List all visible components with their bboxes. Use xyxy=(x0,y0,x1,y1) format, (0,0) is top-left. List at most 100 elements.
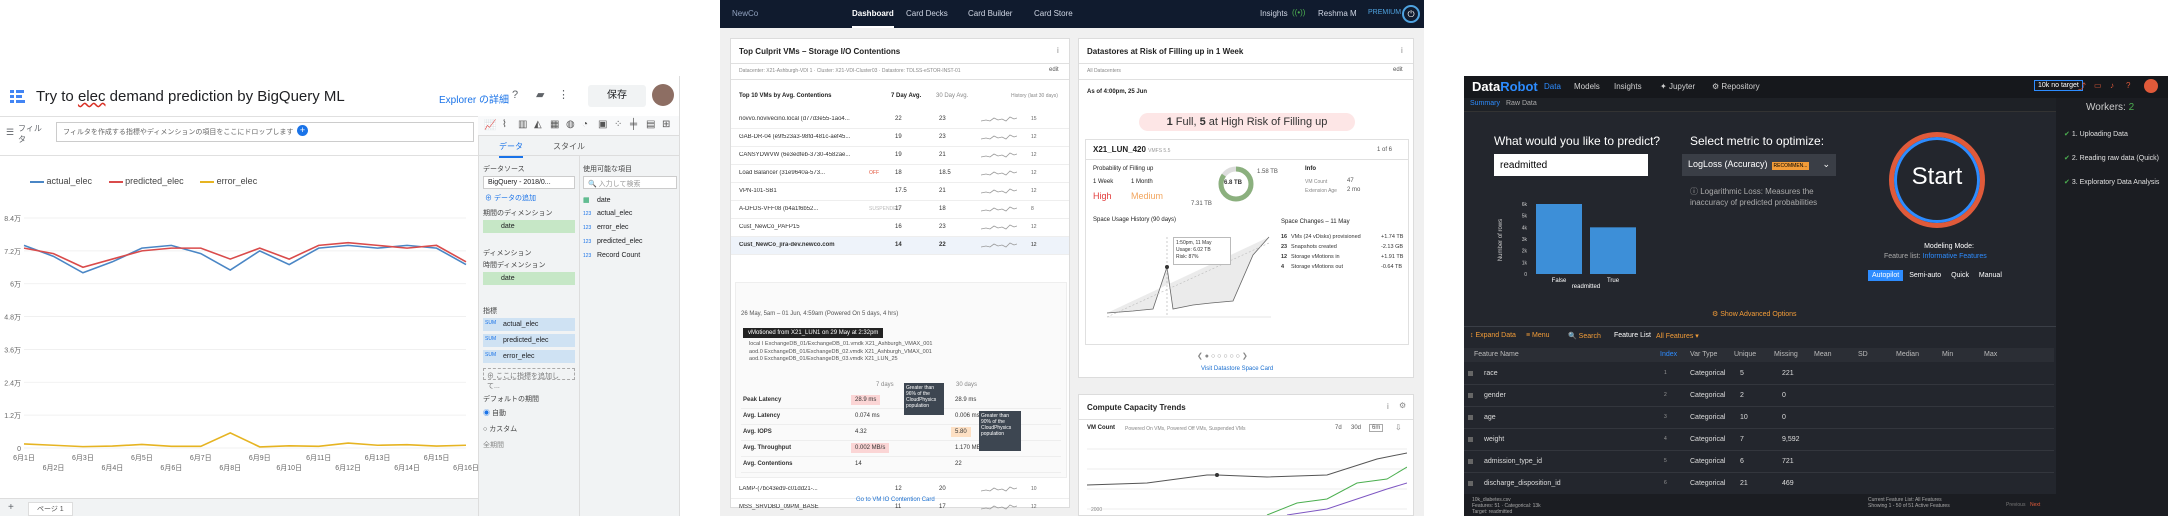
feature-name[interactable]: admission_type_id xyxy=(1484,458,1542,465)
radio-custom[interactable]: ○ カスタム xyxy=(483,426,518,433)
table-row[interactable]: LAMP-(7bc43ed9-c01dd21-... 12 20 10 xyxy=(731,481,1069,499)
advanced-options-link[interactable]: ⚙ Show Advanced Options xyxy=(1712,311,1797,318)
row-checkbox[interactable] xyxy=(1468,459,1473,464)
column-header[interactable]: Median xyxy=(1896,351,1919,358)
add-data-link[interactable]: ⊕ データの追加 xyxy=(485,195,536,202)
share-icon[interactable]: ⤴ xyxy=(2078,82,2086,91)
table-row[interactable]: age 3 Categorical 10 0 xyxy=(1464,407,2054,429)
edit-link[interactable]: edit xyxy=(1049,67,1059,73)
edit-link[interactable]: edit xyxy=(1393,67,1403,73)
row-checkbox[interactable] xyxy=(1468,393,1473,398)
tab-data[interactable]: データ xyxy=(499,141,523,158)
pie-chart-icon[interactable]: ◔ xyxy=(582,119,589,130)
table-row[interactable]: VPN-101-SB1 17.5 21 12 xyxy=(731,183,1069,201)
geo-chart-icon[interactable]: ◍ xyxy=(566,119,575,130)
feature-name[interactable]: age xyxy=(1484,414,1496,421)
feature-name[interactable]: gender xyxy=(1484,392,1506,399)
bullet-icon[interactable]: ╪ xyxy=(630,119,638,130)
column-header[interactable]: Min xyxy=(1942,351,1954,358)
add-page-icon[interactable]: + xyxy=(8,502,14,513)
feature-name[interactable]: race xyxy=(1484,370,1498,377)
column-header[interactable]: Feature Name xyxy=(1474,351,1519,358)
field-item[interactable]: 123 error_elec xyxy=(583,224,679,238)
vm-name[interactable]: Cust_NewCo_jira-dev.newco.com xyxy=(739,242,835,248)
treemap-icon[interactable]: ▤ xyxy=(646,119,656,130)
help-icon[interactable]: ? xyxy=(2126,81,2131,90)
column-header[interactable]: Mean xyxy=(1814,351,1832,358)
combo-chart-icon[interactable]: ▥ xyxy=(518,119,528,130)
table-row[interactable]: Load Balancer (31e9640a-573... OFF 18 18.5 1… xyxy=(731,165,1069,183)
nav-insights[interactable]: Insights xyxy=(1614,82,1642,91)
table-row[interactable]: admission_type_id 5 Categorical 6 721 xyxy=(1464,451,2054,473)
workers-count[interactable]: 2 xyxy=(2128,102,2135,113)
bell-icon[interactable]: ♪ xyxy=(2110,81,2114,90)
column-header[interactable]: Var Type xyxy=(1690,351,1718,358)
search-button[interactable]: 🔍 Search xyxy=(1568,333,1601,340)
field-search-input[interactable]: 🔍 入力して検索 xyxy=(583,176,677,189)
table-row[interactable]: MSS_SRVDBD_09PM_BASE 11 17 12 xyxy=(731,499,1069,516)
info-icon[interactable]: i xyxy=(1057,46,1059,55)
org-name[interactable]: NewCo xyxy=(732,9,759,18)
add-filter-icon[interactable]: + xyxy=(297,125,308,136)
scorecard-icon[interactable]: ▣ xyxy=(598,119,608,130)
vm-name[interactable]: novvo.novivecino.local (d77d3e55-1ao4... xyxy=(739,116,850,122)
nav-models[interactable]: Models xyxy=(1574,82,1600,91)
gear-icon[interactable]: ⚙ xyxy=(1399,401,1407,410)
column-header[interactable]: Missing xyxy=(1774,351,1798,358)
table-row[interactable]: discharge_disposition_id 6 Categorical 21 46… xyxy=(1464,473,2054,495)
more-icon[interactable]: ⋮ xyxy=(558,89,569,101)
column-header[interactable]: Index xyxy=(1660,351,1678,358)
target-input[interactable] xyxy=(1494,154,1648,176)
project-target-badge[interactable]: 10k no target xyxy=(2034,80,2083,91)
download-icon[interactable]: ⇩ xyxy=(1395,423,1402,432)
column-header[interactable]: SD xyxy=(1858,351,1868,358)
table-row[interactable]: weight 4 Categorical 7 9,592 xyxy=(1464,429,2054,451)
datasource-selector[interactable]: BigQuery - 2018/0... xyxy=(483,176,575,189)
area-chart-icon[interactable]: ◭ xyxy=(534,119,542,130)
field-item[interactable]: ▦ date xyxy=(583,196,679,210)
vm-name[interactable]: Load Balancer (31e9640a-573... xyxy=(739,170,826,176)
bar-line-icon[interactable]: ⌇ xyxy=(502,119,507,130)
radio-auto[interactable]: ◉ 自動 xyxy=(483,408,506,418)
vm-name[interactable]: CANSYDWVW (6e3edfeb-3730-4582ae... xyxy=(739,152,851,158)
mode-autopilot[interactable]: Autopilot xyxy=(1868,270,1904,281)
field-item[interactable]: 123 actual_elec xyxy=(583,210,679,224)
tab-style[interactable]: スタイル xyxy=(553,142,585,151)
metric-select[interactable]: LogLoss (Accuracy) RECOMMEN... ⌄ xyxy=(1682,154,1836,176)
avatar[interactable] xyxy=(652,84,674,106)
feature-name[interactable]: weight xyxy=(1484,436,1505,443)
feedback-icon[interactable]: ▰ xyxy=(536,89,545,101)
page-title[interactable]: Try to elec demand prediction by BigQuer… xyxy=(36,88,345,105)
nav-data[interactable]: Data xyxy=(1544,82,1561,91)
metric-chip-error[interactable]: error_elec xyxy=(483,350,575,363)
avatar[interactable] xyxy=(2144,79,2158,93)
folder-icon[interactable]: ▭ xyxy=(2094,81,2102,90)
mode-semi-auto[interactable]: Semi-auto xyxy=(1909,272,1942,279)
row-checkbox[interactable] xyxy=(1468,437,1473,442)
table-row[interactable]: novvo.novivecino.local (d77d3e55-1ao4...… xyxy=(731,111,1069,129)
feature-list-dropdown[interactable]: All Features ▾ xyxy=(1656,333,1699,340)
vm-name[interactable]: A-DFDS-VFF08 (b4a1f6b52... xyxy=(739,206,819,212)
period-dimension-chip[interactable]: date xyxy=(483,220,575,233)
datastore-card-link[interactable]: Visit Datastore Space Card xyxy=(1201,366,1274,372)
power-icon[interactable]: ⏻ xyxy=(1402,5,1420,23)
time-dimension-chip[interactable]: date xyxy=(483,272,575,285)
feature-list-value[interactable]: Informative Features xyxy=(1922,253,1987,260)
metric-chip-predicted[interactable]: predicted_elec xyxy=(483,334,575,347)
range-6m[interactable]: 6m xyxy=(1369,424,1384,432)
metric-chip-actual[interactable]: actual_elec xyxy=(483,318,575,331)
nav-card-builder[interactable]: Card Builder xyxy=(968,9,1013,18)
mode-quick[interactable]: Quick xyxy=(1951,272,1969,279)
save-button[interactable]: 保存 xyxy=(588,85,646,107)
pivot-icon[interactable]: ⊞ xyxy=(662,119,671,130)
table-row[interactable]: A-DFDS-VFF08 (b4a1f6b52... SUSPENDED 17 18 8 xyxy=(731,201,1069,219)
table-icon[interactable]: ▦ xyxy=(550,119,560,130)
vm-name[interactable]: GAB-DR-04 (e9f523a3-98fd-481c-aef45... xyxy=(739,134,851,140)
next-page-button[interactable]: Next xyxy=(2030,502,2041,508)
vm-name[interactable]: VPN-101-SB1 xyxy=(739,188,777,194)
range-30d[interactable]: 30d xyxy=(1351,425,1362,431)
field-item[interactable]: 123 Record Count xyxy=(583,252,679,266)
nav-repository[interactable]: ⚙ Repository xyxy=(1712,82,1760,91)
scatter-icon[interactable]: ⁘ xyxy=(614,119,623,130)
